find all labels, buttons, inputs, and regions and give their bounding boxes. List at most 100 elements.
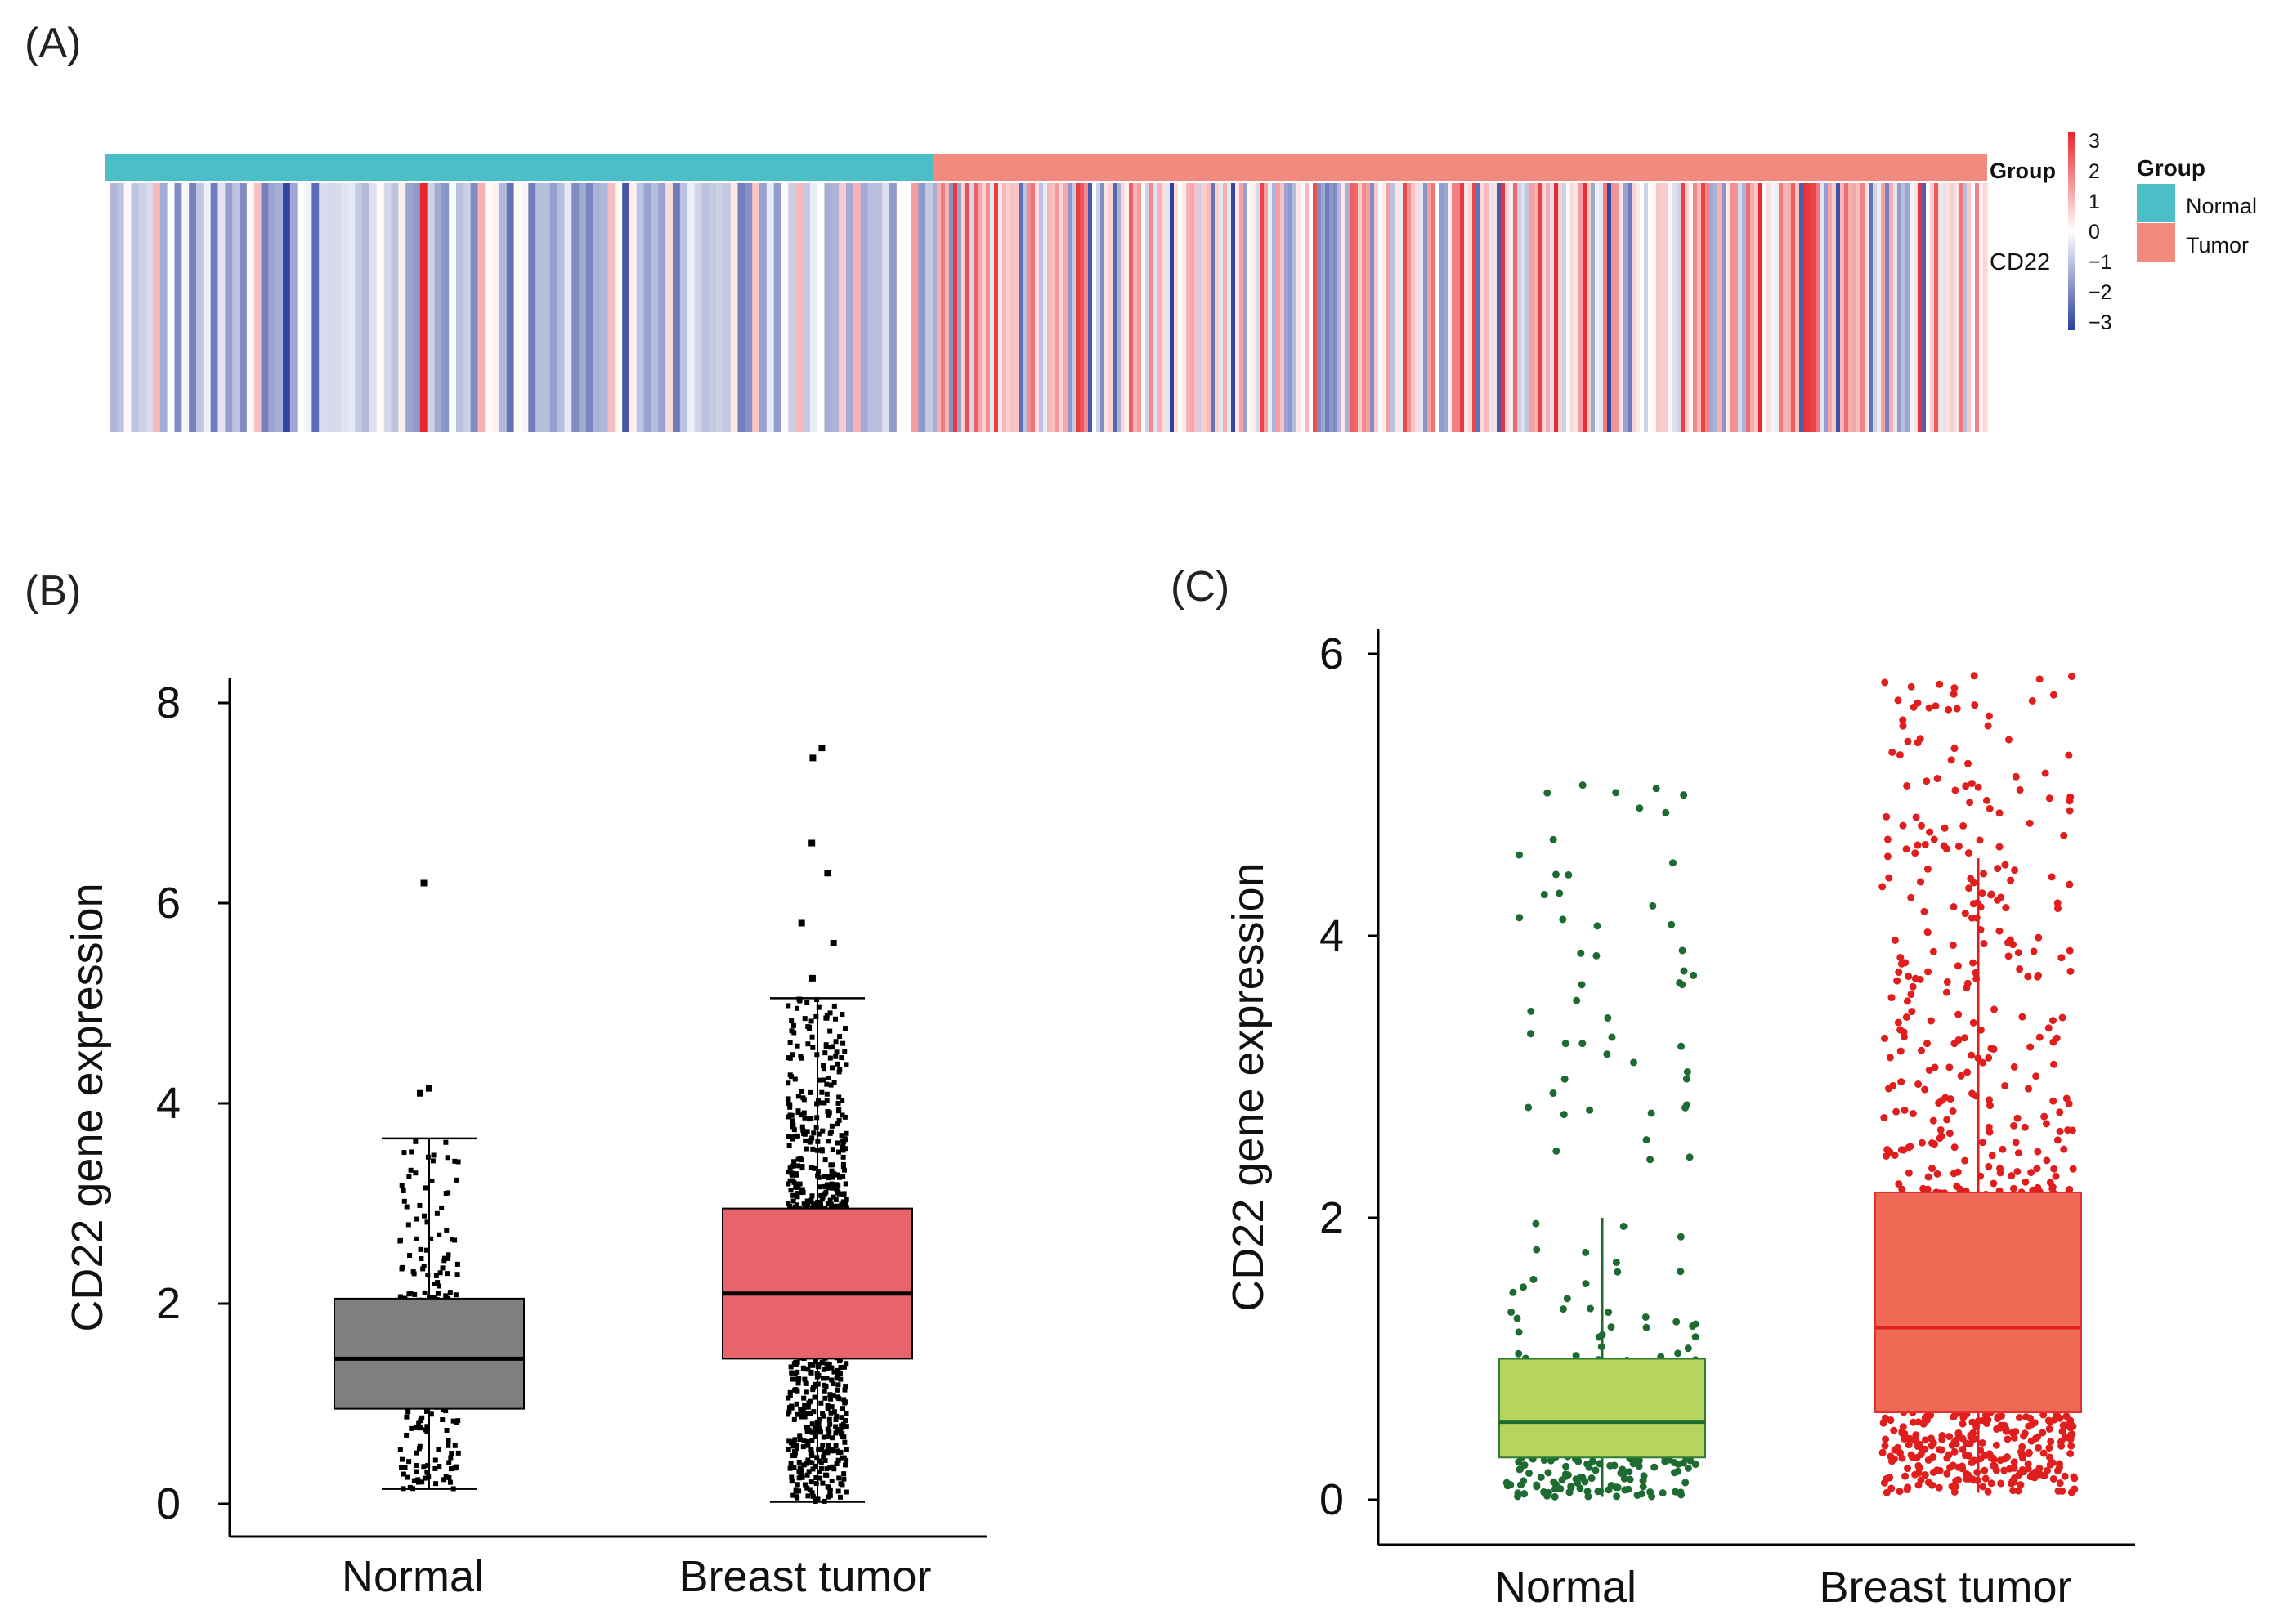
heatmap-cell xyxy=(1799,183,1804,432)
heatmap-cell xyxy=(1946,183,1951,432)
heatmap-cell xyxy=(564,183,572,432)
heatmap-cell xyxy=(1656,183,1661,432)
data-point xyxy=(1514,1489,1522,1497)
data-point xyxy=(1560,1111,1568,1119)
heatmap-cell xyxy=(1378,183,1383,432)
box-0 xyxy=(1498,1358,1706,1459)
data-point xyxy=(808,1369,814,1375)
data-point xyxy=(2035,675,2044,683)
data-point xyxy=(826,1139,831,1144)
heatmap-cell xyxy=(1235,183,1240,432)
data-point xyxy=(2046,1453,2054,1461)
data-point xyxy=(1681,1479,1690,1487)
data-point xyxy=(1905,973,1913,981)
color-scale-tick-label: −1 xyxy=(2089,251,2112,274)
data-point xyxy=(1592,951,1601,960)
data-point xyxy=(1995,927,2004,935)
data-point xyxy=(1573,996,1581,1004)
data-point xyxy=(791,1127,797,1133)
data-point xyxy=(808,1411,813,1416)
data-point xyxy=(441,1477,447,1483)
heatmap-cell xyxy=(1403,183,1408,432)
heatmap-cell xyxy=(210,183,219,432)
heatmap-cell xyxy=(1104,183,1109,432)
data-point xyxy=(844,1361,849,1367)
data-point xyxy=(1562,1462,1570,1470)
data-point xyxy=(806,1400,812,1406)
heatmap-cell xyxy=(1754,183,1759,432)
heatmap-cell xyxy=(1623,183,1628,432)
data-point xyxy=(791,1441,797,1447)
heatmap-cell xyxy=(882,183,890,432)
heatmap-cell xyxy=(1681,183,1686,432)
data-point xyxy=(401,1471,406,1477)
heatmap-cell xyxy=(1157,183,1162,432)
data-point xyxy=(837,1371,843,1376)
data-point xyxy=(1683,1101,1691,1109)
data-point xyxy=(844,1205,849,1210)
heatmap-cell xyxy=(1419,183,1424,432)
data-point xyxy=(836,1174,842,1180)
heatmap-cell xyxy=(1276,183,1281,432)
data-point xyxy=(1951,1483,1959,1491)
data-point xyxy=(446,1438,451,1443)
data-point xyxy=(820,1128,826,1134)
data-point xyxy=(443,1191,449,1197)
data-point xyxy=(2024,973,2032,981)
data-point xyxy=(1970,672,1978,680)
data-point xyxy=(789,1474,795,1480)
heatmap-cell xyxy=(759,183,768,432)
data-point xyxy=(789,1439,795,1445)
heatmap-cell xyxy=(982,183,987,432)
data-point xyxy=(807,1362,813,1367)
heatmap-cell xyxy=(1166,183,1171,432)
data-point xyxy=(795,1380,801,1386)
data-point xyxy=(1968,1418,1977,1426)
data-point xyxy=(1921,1445,1929,1453)
heatmap-cell xyxy=(1918,183,1923,432)
data-point xyxy=(2035,1033,2044,1041)
data-point xyxy=(822,1395,828,1401)
heatmap-cell xyxy=(860,183,869,432)
chart-c-boxes xyxy=(1498,1191,2082,1459)
data-point xyxy=(805,1367,811,1372)
data-point xyxy=(2041,769,2049,777)
data-point xyxy=(1924,1173,1932,1181)
data-point xyxy=(839,1201,844,1207)
data-point xyxy=(1605,1309,1613,1317)
data-point xyxy=(405,1409,411,1415)
heatmap-cell xyxy=(1431,183,1436,432)
data-point xyxy=(2014,949,2022,957)
data-point xyxy=(835,1140,840,1146)
heatmap-cell xyxy=(1288,183,1293,432)
data-point xyxy=(406,1291,412,1297)
y-tick-label: 2 xyxy=(156,1279,181,1328)
data-point xyxy=(1563,1295,1571,1303)
data-point xyxy=(2026,819,2034,827)
heatmap-cell xyxy=(965,183,970,432)
data-point xyxy=(414,1469,419,1474)
heatmap-cell xyxy=(1219,183,1224,432)
data-point xyxy=(1999,1145,2007,1153)
data-point xyxy=(806,1427,812,1433)
data-point xyxy=(787,1112,793,1118)
data-point xyxy=(401,1188,406,1193)
data-point xyxy=(1945,705,1953,714)
data-point xyxy=(1964,849,1972,857)
data-point xyxy=(1577,949,1585,957)
data-point xyxy=(799,1157,804,1163)
data-point xyxy=(1905,1169,1913,1177)
data-point xyxy=(807,1487,813,1492)
data-point xyxy=(1987,891,1995,899)
data-point xyxy=(823,1472,829,1478)
data-point xyxy=(1909,982,1917,991)
data-point xyxy=(2053,905,2062,913)
data-point xyxy=(804,1146,809,1152)
data-point xyxy=(1593,922,1601,930)
data-point xyxy=(836,1117,842,1123)
data-point xyxy=(2060,1145,2068,1153)
data-point xyxy=(1920,907,1928,915)
chart-b-x-label-normal: Normal xyxy=(342,1552,484,1601)
data-point xyxy=(2013,1167,2022,1175)
data-point xyxy=(1887,994,1896,1002)
